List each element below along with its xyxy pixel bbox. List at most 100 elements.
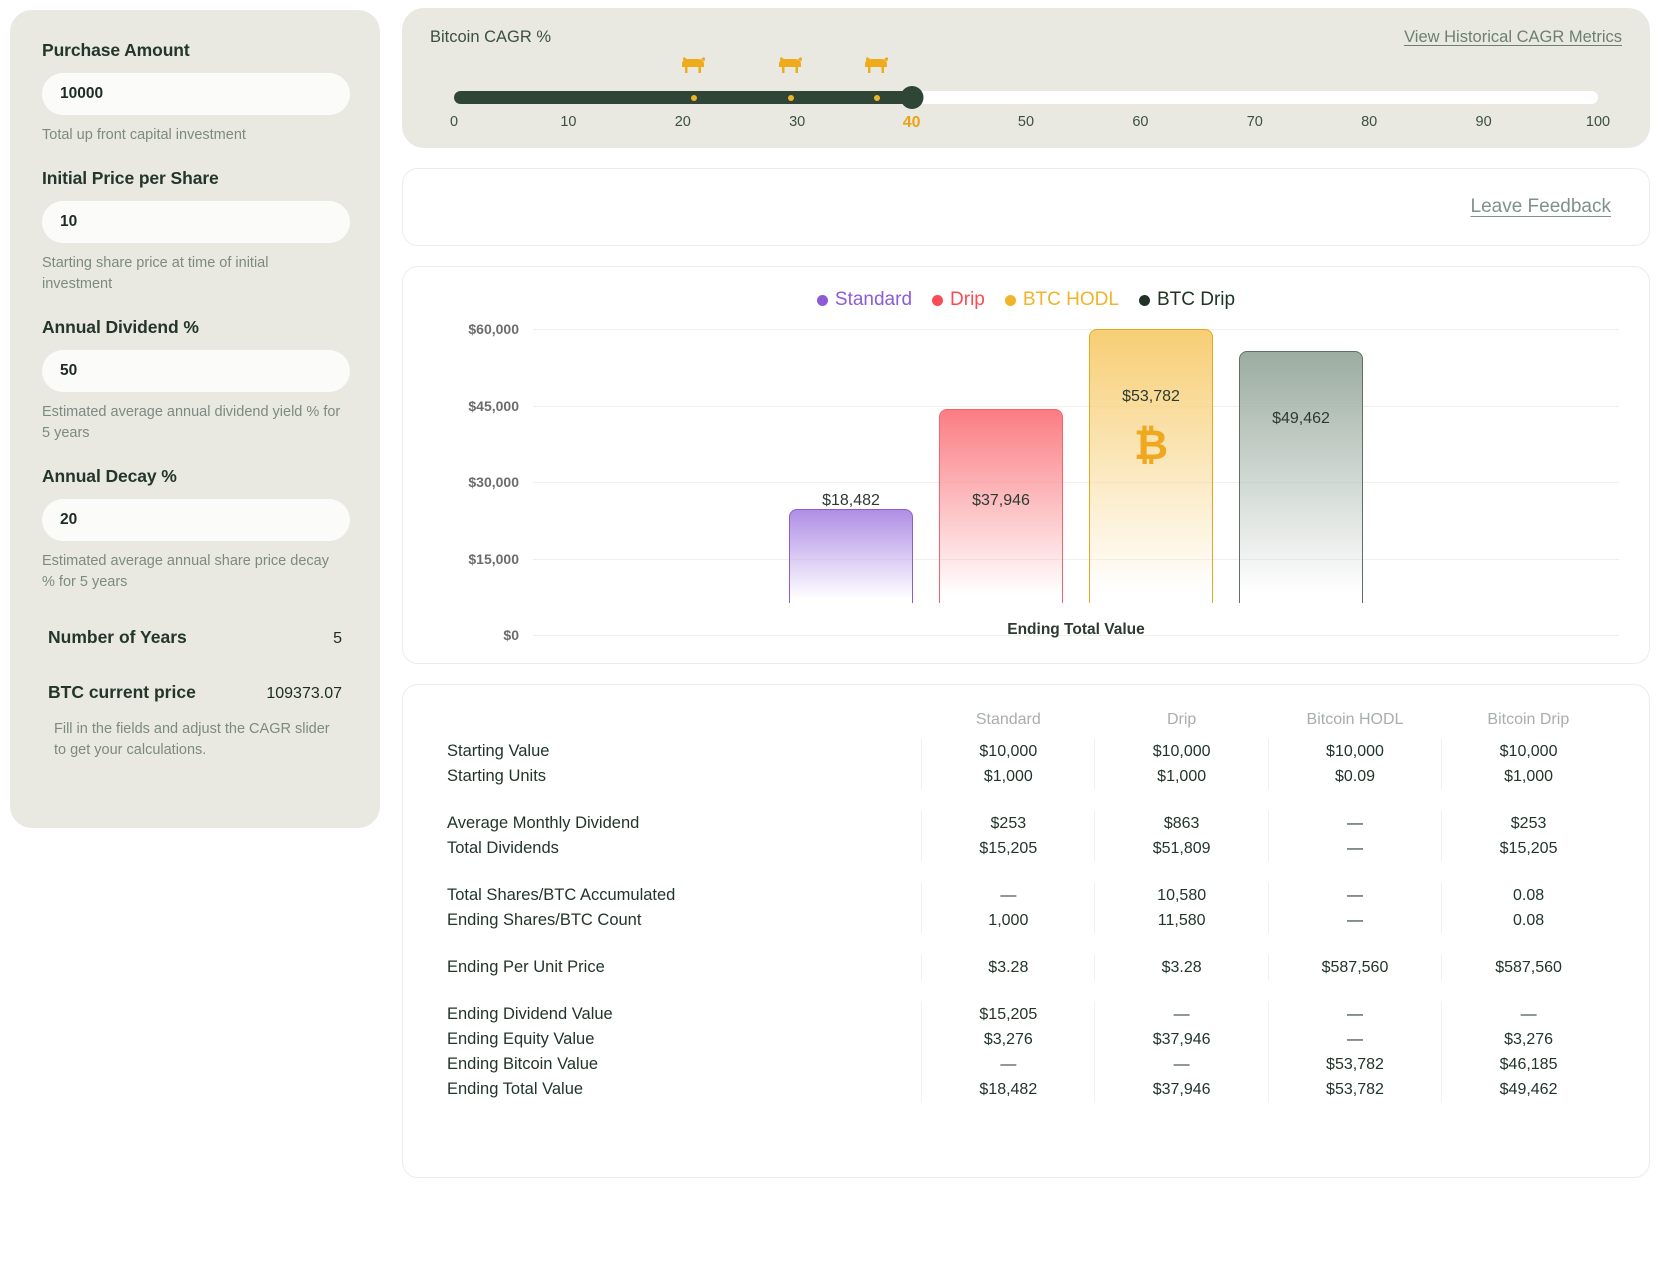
- table-cell: $51,809: [1094, 836, 1269, 861]
- number-of-years-value: 5: [333, 630, 342, 648]
- table-row: Ending Per Unit Price $3.28 $3.28 $587,560 $…: [445, 955, 1615, 980]
- table-cell: $15,205: [1441, 836, 1615, 861]
- table-cell: —: [1441, 1002, 1615, 1027]
- chart-bar-btc-drip[interactable]: $49,462: [1239, 350, 1363, 603]
- slider-axis-label-20: 20: [674, 114, 691, 130]
- table-cell: 1,000: [921, 908, 1095, 933]
- results-chart-panel: Standard Drip BTC HODL BTC Drip $0 $15,000 $3…: [402, 266, 1650, 664]
- table-cell: $10,000: [1094, 739, 1269, 764]
- bitcoin-icon: ₿: [1133, 420, 1169, 468]
- table-row-label: Ending Per Unit Price: [447, 958, 605, 976]
- field-label-3: Annual Decay %: [42, 466, 177, 487]
- table-group-spacer: [445, 980, 1615, 1002]
- table-cell: $587,560: [1267, 955, 1442, 980]
- table-cell: $863: [1094, 811, 1269, 836]
- table-header-standard: Standard: [975, 711, 1041, 728]
- slider-axis-label-30: 30: [789, 114, 806, 130]
- legend-label: BTC Drip: [1156, 289, 1236, 310]
- table-cell: 10,580: [1094, 883, 1269, 908]
- slider-axis-label-100: 100: [1585, 114, 1611, 130]
- gridline: [533, 482, 1619, 483]
- field-help-3: Estimated average annual share price dec…: [42, 553, 329, 591]
- table-row: Starting Units $1,000 $1,000 $0.09 $1,000: [445, 764, 1615, 789]
- leave-feedback-link[interactable]: Leave Feedback: [1470, 196, 1612, 217]
- table-row: Ending Shares/BTC Count 1,000 11,580—0.08: [445, 908, 1615, 933]
- table-row-label: Ending Shares/BTC Count: [447, 911, 642, 929]
- table-cell: $3.28: [921, 955, 1095, 980]
- chart-bar-drip[interactable]: $37,946: [939, 409, 1063, 603]
- chart-bars: $18,482 $37,946 $53,782 ₿ $49,462: [533, 297, 1619, 603]
- y-axis-tick-label: $0: [503, 627, 519, 643]
- table-header-bitcoin-drip: Bitcoin Drip: [1487, 711, 1570, 728]
- table-cell: $18,482: [921, 1077, 1095, 1102]
- legend-label: BTC HODL: [1022, 289, 1119, 310]
- table-row-label: Ending Dividend Value: [447, 1005, 613, 1023]
- table-cell: $0.09: [1267, 764, 1442, 789]
- slider-axis-label-40: 40: [902, 114, 921, 131]
- legend-label: Standard: [834, 289, 913, 310]
- table-cell: $587,560: [1441, 955, 1615, 980]
- table-cell: $253: [1441, 811, 1615, 836]
- chart-plot-area: $0 $15,000 $30,000 $45,000 $60,000 $18,482 $3…: [403, 321, 1649, 659]
- table-cell: —: [1267, 908, 1442, 933]
- field-label-2: Annual Dividend %: [42, 317, 199, 338]
- cagr-slider[interactable]: 0 10 20 30 40 50 60 70 80 90 100: [430, 57, 1622, 133]
- gridline: [533, 405, 1619, 407]
- legend-dot-icon: [816, 294, 828, 306]
- field-help-0: Total up front capital investment: [42, 127, 246, 143]
- table-cell: $53,782: [1267, 1052, 1442, 1077]
- table-cell: 0.08: [1441, 908, 1615, 933]
- slider-axis-label-60: 60: [1132, 114, 1149, 130]
- table-cell: $10,000: [1441, 739, 1615, 764]
- table-row: Ending Bitcoin Value — — $53,782 $46,185: [445, 1052, 1615, 1077]
- slider-axis-label-0: 0: [449, 114, 459, 130]
- chart-bar-btc-hodl[interactable]: $53,782 ₿: [1089, 328, 1213, 603]
- slider-axis-label-10: 10: [560, 114, 577, 130]
- table-cell: $37,946: [1094, 1027, 1269, 1052]
- legend-item-1[interactable]: Drip: [932, 289, 985, 311]
- sidebar-footnote: Fill in the fields and adjust the CAGR s…: [54, 721, 330, 759]
- slider-axis-label-70: 70: [1246, 114, 1263, 130]
- field-input-0[interactable]: [42, 73, 350, 115]
- table-row-label: Ending Bitcoin Value: [447, 1055, 599, 1073]
- field-input-3[interactable]: [42, 499, 350, 542]
- table-row-label: Total Dividends: [447, 839, 559, 857]
- legend-item-3[interactable]: BTC Drip: [1138, 289, 1236, 311]
- chart-bar-standard[interactable]: $18,482: [789, 492, 913, 603]
- slider-tick-dot: [788, 94, 795, 101]
- field-help-2: Estimated average annual dividend yield …: [42, 404, 341, 442]
- field-input-2[interactable]: [42, 350, 350, 393]
- y-axis-tick-label: $60,000: [468, 321, 519, 337]
- slider-tick-dot: [691, 94, 698, 101]
- chart-bar-value-label: $49,462: [1272, 409, 1330, 427]
- table-cell: $10,000: [921, 739, 1095, 764]
- cagr-title: Bitcoin CAGR %: [430, 28, 552, 46]
- table-cell: $1,000: [1441, 764, 1615, 789]
- table-header-blank: [445, 711, 922, 739]
- slider-thumb[interactable]: [900, 86, 924, 109]
- table-row: Ending Total Value $18,482 $37,946 $53,782 $…: [445, 1077, 1615, 1102]
- table-row-label: Average Monthly Dividend: [447, 814, 640, 832]
- table-cell: $3,276: [921, 1027, 1095, 1052]
- table-group-spacer: [445, 861, 1615, 883]
- table-cell: $1,000: [1094, 764, 1269, 789]
- gridline: [533, 329, 1619, 330]
- table-cell: —: [1267, 836, 1442, 861]
- legend-item-0[interactable]: Standard: [816, 289, 913, 311]
- number-of-years-label: Number of Years: [48, 627, 187, 648]
- table-row: Total Shares/BTC Accumulated —10,580—0.08: [445, 883, 1615, 908]
- chart-bar-value-label: $37,946: [972, 492, 1030, 509]
- table-cell: $10,000: [1267, 739, 1442, 764]
- legend-item-2[interactable]: BTC HODL: [1004, 289, 1119, 311]
- chart-bar-value-label: $53,782: [1122, 387, 1180, 405]
- table-row-label: Starting Units: [447, 767, 547, 785]
- table-cell: $49,462: [1441, 1077, 1615, 1102]
- view-historical-cagr-metrics-link[interactable]: View Historical CAGR Metrics: [1404, 28, 1622, 46]
- legend-dot-icon: [1138, 294, 1150, 306]
- field-input-1[interactable]: [42, 201, 350, 244]
- field-help-1: Starting share price at time of initial …: [42, 255, 269, 293]
- table-cell: 0.08: [1441, 883, 1615, 908]
- table-cell: $15,205: [921, 836, 1095, 861]
- field-group-2: Annual Dividend % Estimated average annua…: [42, 317, 350, 444]
